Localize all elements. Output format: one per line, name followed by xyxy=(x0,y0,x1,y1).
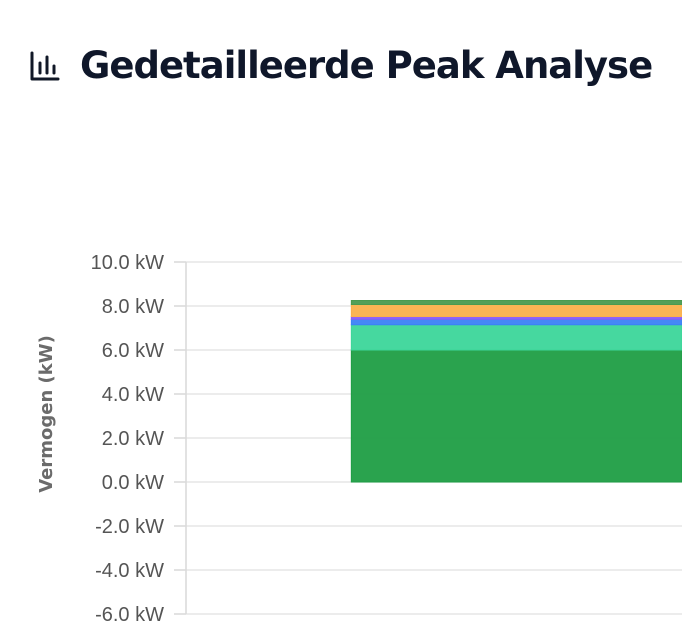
bar-chart-icon xyxy=(30,51,60,80)
area-series-6 xyxy=(350,300,682,305)
stacked-area-series xyxy=(350,300,682,483)
y-tick-label: -2.0 kW xyxy=(95,516,164,538)
area-series-2 xyxy=(350,324,682,351)
y-axis-title: Vermogen (kW) xyxy=(36,335,57,493)
area-series-1 xyxy=(350,349,682,483)
y-tick-label: -4.0 kW xyxy=(95,560,164,582)
y-tick-labels: 10.0 kW 8.0 kW 6.0 kW 4.0 kW 2.0 kW 0.0 kW -2.… xyxy=(91,252,164,626)
y-tick-label: -6.0 kW xyxy=(95,604,164,626)
y-axis xyxy=(174,261,187,615)
y-tick-label: 10.0 kW xyxy=(91,252,164,274)
page-title: Gedetailleerde Peak Analyse xyxy=(80,44,653,87)
y-tick-label: 8.0 kW xyxy=(102,296,164,318)
y-tick-label: 4.0 kW xyxy=(102,384,164,406)
area-series-5 xyxy=(350,303,682,318)
area-series-3 xyxy=(350,318,682,326)
y-tick-label: 2.0 kW xyxy=(102,428,164,450)
header: Gedetailleerde Peak Analyse xyxy=(28,44,653,87)
y-tick-label: 0.0 kW xyxy=(102,472,164,494)
y-tick-label: 6.0 kW xyxy=(102,340,164,362)
